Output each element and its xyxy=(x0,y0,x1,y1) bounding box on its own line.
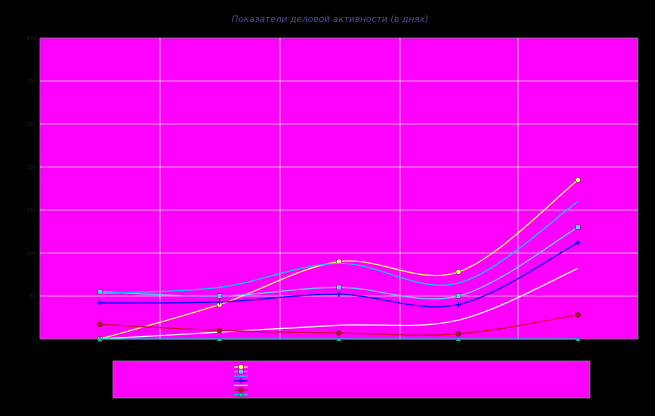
data-point xyxy=(238,368,244,375)
y-tick-label: 100 xyxy=(26,251,36,257)
data-point xyxy=(238,378,244,384)
series-4 xyxy=(97,240,581,308)
x-tick-label: — xyxy=(576,347,581,353)
y-tick-label: 50 xyxy=(30,294,36,300)
y-tick-label: 0 xyxy=(33,337,36,343)
x-tick-label: — xyxy=(337,347,342,353)
data-point xyxy=(455,293,462,299)
x-tick-label: — xyxy=(98,347,103,353)
legend xyxy=(112,360,591,399)
legend-entries xyxy=(234,364,248,397)
y-tick-label: 200 xyxy=(26,165,36,171)
data-point xyxy=(216,327,223,334)
series-line xyxy=(99,200,579,295)
data-point xyxy=(96,335,104,342)
x-axis-ticks: — — — — — xyxy=(98,347,581,353)
y-tick-label: 350 xyxy=(26,36,36,42)
series-lines xyxy=(96,176,582,342)
data-point xyxy=(237,391,245,397)
data-point xyxy=(336,291,342,297)
data-point xyxy=(574,335,582,342)
y-tick-label: 250 xyxy=(26,122,36,128)
data-point xyxy=(335,335,343,342)
x-tick-label: — xyxy=(217,347,222,353)
y-tick-label: 300 xyxy=(26,79,36,85)
grid xyxy=(40,38,638,339)
data-point xyxy=(575,224,581,230)
data-point xyxy=(216,335,223,342)
data-point xyxy=(575,240,581,246)
data-point xyxy=(238,364,244,370)
legend-entry xyxy=(234,378,248,384)
data-point xyxy=(455,330,462,337)
data-point xyxy=(575,312,581,318)
data-point xyxy=(336,284,342,291)
data-point xyxy=(97,289,103,295)
legend-entry xyxy=(234,368,248,375)
series-2 xyxy=(97,224,581,300)
x-tick-label: — xyxy=(456,347,461,353)
data-point xyxy=(97,321,103,328)
series-3 xyxy=(99,200,579,295)
chart-title: Показатели деловой активности (в днях) xyxy=(232,15,429,25)
data-point xyxy=(216,293,223,299)
series-7 xyxy=(96,335,582,342)
y-tick-label: 150 xyxy=(26,208,36,214)
series-5 xyxy=(99,267,579,340)
legend-entry xyxy=(234,391,248,397)
data-point xyxy=(97,300,103,306)
data-point xyxy=(455,335,462,342)
data-point xyxy=(336,330,342,336)
data-point xyxy=(217,299,222,305)
series-line xyxy=(99,267,579,340)
series-6 xyxy=(97,312,581,337)
y-axis-ticks: 0 50 100 150 200 250 300 350 xyxy=(26,36,36,343)
data-point xyxy=(456,302,461,308)
data-point xyxy=(575,176,581,183)
data-point xyxy=(455,269,462,275)
